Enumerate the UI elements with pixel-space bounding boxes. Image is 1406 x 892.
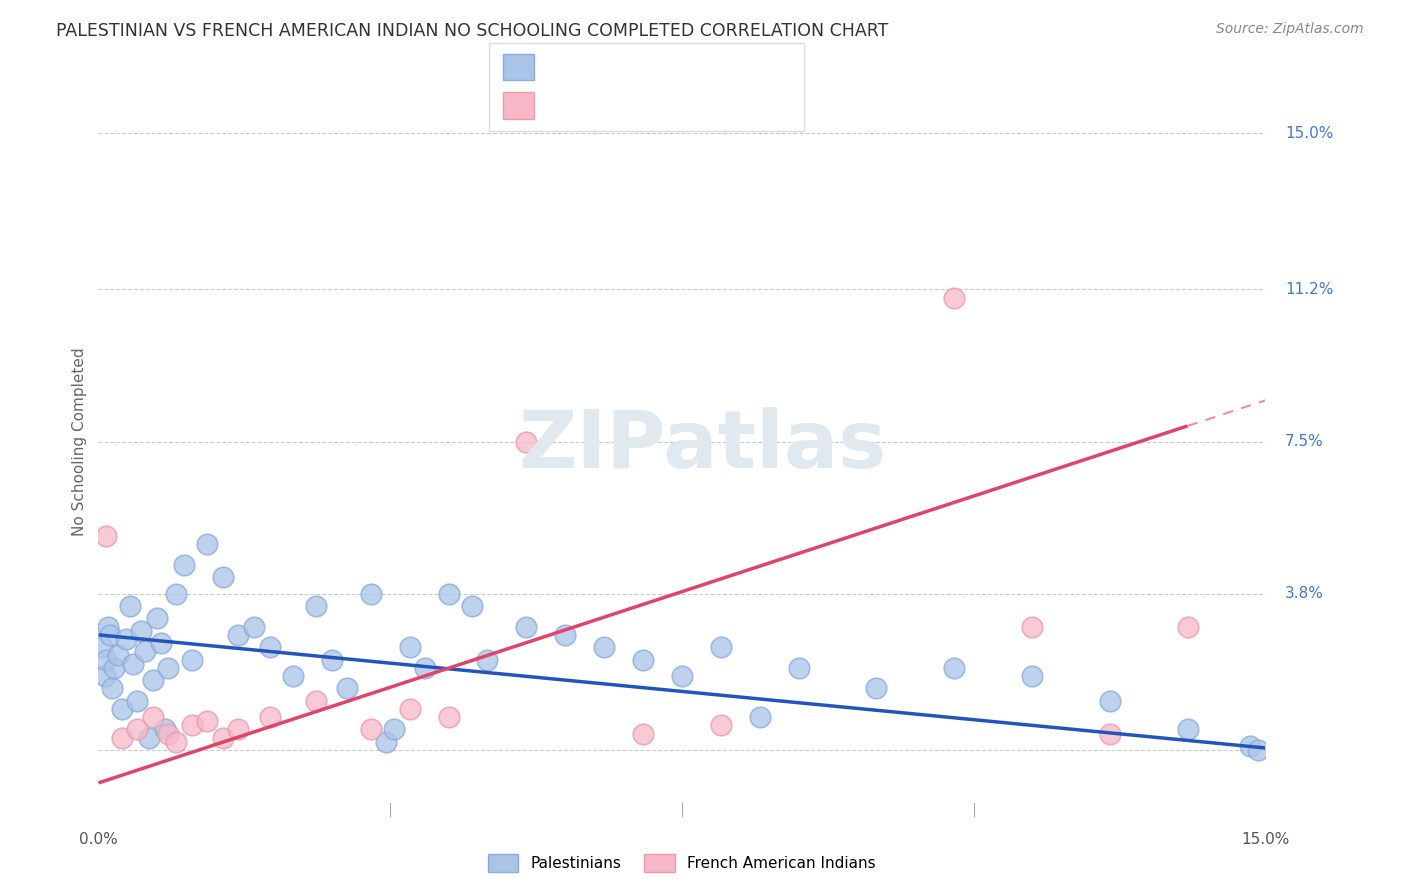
Text: PALESTINIAN VS FRENCH AMERICAN INDIAN NO SCHOOLING COMPLETED CORRELATION CHART: PALESTINIAN VS FRENCH AMERICAN INDIAN NO… (56, 22, 889, 40)
Point (96, 652, 118, 666)
Point (195, 537, 218, 551)
Point (1098, 694, 1121, 708)
Point (98, 628, 121, 642)
Point (259, 710, 281, 724)
Point (943, 661, 966, 675)
Point (375, 735, 398, 749)
Point (173, 558, 195, 572)
Point (748, 710, 770, 724)
Legend: Palestinians, French American Indians: Palestinians, French American Indians (482, 848, 882, 878)
Point (865, 681, 887, 696)
Point (212, 570, 235, 584)
Point (710, 718, 733, 732)
Text: 7.5%: 7.5% (1285, 434, 1323, 449)
Text: R =  0.544: R = 0.544 (546, 95, 634, 113)
Point (360, 587, 382, 601)
Point (91, 640, 114, 655)
Point (477, 652, 499, 666)
Point (107, 648, 129, 663)
Y-axis label: No Schooling Completed: No Schooling Completed (72, 347, 87, 536)
Point (127, 694, 149, 708)
Point (96, 529, 118, 543)
Point (114, 632, 136, 646)
Point (103, 661, 125, 675)
Text: N = 22: N = 22 (696, 95, 754, 113)
Point (165, 735, 187, 749)
Point (943, 291, 966, 305)
Point (336, 681, 359, 696)
Point (305, 599, 328, 613)
Point (413, 661, 436, 675)
Point (281, 669, 304, 683)
Point (1021, 669, 1043, 683)
Point (1098, 726, 1121, 740)
Point (671, 669, 693, 683)
Point (243, 619, 266, 633)
Point (259, 640, 281, 655)
Point (127, 723, 149, 737)
Text: N = 57: N = 57 (696, 55, 754, 73)
Point (134, 644, 156, 658)
Point (321, 652, 343, 666)
Point (787, 661, 810, 675)
Point (228, 723, 250, 737)
Point (195, 714, 218, 729)
Point (1239, 739, 1261, 753)
Point (93, 669, 115, 683)
Point (157, 661, 180, 675)
Point (165, 587, 187, 601)
Point (129, 624, 152, 638)
Point (97, 619, 120, 633)
Point (398, 640, 420, 655)
Point (157, 726, 180, 740)
Point (398, 702, 420, 716)
Point (122, 657, 145, 671)
Point (593, 640, 616, 655)
Point (515, 434, 537, 449)
Point (153, 723, 176, 737)
Point (212, 731, 235, 745)
Point (1021, 619, 1043, 633)
Point (631, 726, 654, 740)
Text: ZIPatlas: ZIPatlas (519, 407, 887, 485)
Text: 11.2%: 11.2% (1285, 282, 1333, 297)
Text: 0.0%: 0.0% (79, 832, 118, 847)
Point (437, 587, 460, 601)
Point (142, 673, 165, 687)
Text: 15.0%: 15.0% (1241, 832, 1289, 847)
Point (710, 640, 733, 655)
Point (554, 628, 576, 642)
Point (1177, 619, 1199, 633)
Point (515, 619, 537, 633)
Point (1246, 743, 1268, 757)
Point (111, 702, 134, 716)
Point (437, 710, 460, 724)
Point (101, 681, 124, 696)
Point (305, 694, 328, 708)
Point (142, 710, 165, 724)
Point (360, 723, 382, 737)
Point (382, 723, 405, 737)
Point (146, 611, 169, 625)
Point (111, 731, 134, 745)
Point (228, 628, 250, 642)
Point (180, 718, 202, 732)
Text: Source: ZipAtlas.com: Source: ZipAtlas.com (1216, 22, 1364, 37)
Point (631, 652, 654, 666)
Point (1177, 723, 1199, 737)
Point (138, 731, 160, 745)
Text: 3.8%: 3.8% (1285, 586, 1323, 601)
Point (461, 599, 484, 613)
Text: R = -0.251: R = -0.251 (546, 55, 636, 73)
Point (180, 652, 202, 666)
Text: 15.0%: 15.0% (1285, 126, 1333, 141)
Point (118, 599, 141, 613)
Point (149, 636, 172, 650)
